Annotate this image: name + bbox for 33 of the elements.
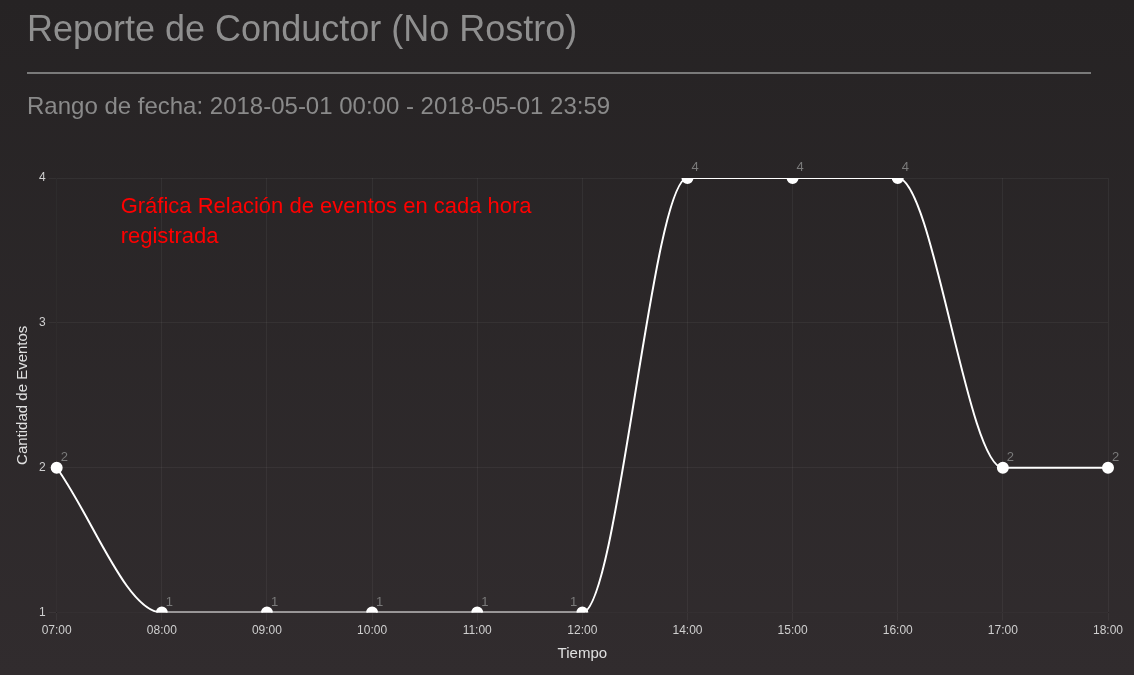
- x-tick-label: 08:00: [146, 623, 178, 638]
- y-tick-label: 1: [38, 604, 46, 619]
- x-tick-label: 12:00: [567, 623, 598, 638]
- point: [1102, 461, 1114, 474]
- x-tick-label: 14:00: [672, 623, 703, 638]
- data-label: 2: [1112, 448, 1120, 464]
- x-tick-label: 18:00: [1092, 623, 1124, 638]
- x-tick-label: 16:00: [882, 623, 914, 638]
- y-axis-title: Cantidad de Eventos: [13, 325, 31, 465]
- data-label: 1: [376, 593, 384, 609]
- data-label: 2: [60, 448, 68, 464]
- data-label: 1: [570, 593, 578, 609]
- data-label: 1: [165, 593, 174, 609]
- data-label: 2: [1006, 448, 1015, 464]
- x-tick-label: 10:00: [357, 623, 388, 638]
- x-tick-label: 15:00: [777, 623, 808, 638]
- y-tick-label: 4: [38, 170, 46, 185]
- data-label: 4: [796, 159, 804, 175]
- data-label: 1: [481, 593, 489, 609]
- data-label: 4: [691, 159, 699, 175]
- x-tick-label: 07:00: [41, 623, 73, 638]
- point: [996, 461, 1009, 474]
- x-axis-title: Tiempo: [557, 644, 608, 662]
- x-tick-label: 11:00: [462, 623, 493, 638]
- y-tick-label: 2: [38, 460, 46, 475]
- annotation: Gráfica Relación de eventos en cada hora registrada: [120, 193, 533, 249]
- data-label: 1: [270, 593, 279, 609]
- x-tick-label: 09:00: [251, 623, 283, 638]
- data-label: 4: [901, 159, 909, 175]
- x-tick-label: 17:00: [987, 623, 1019, 638]
- chart-title: Reporte de Conductor (No Rostro): [27, 8, 578, 50]
- chart-subtitle: Rango de fecha: 2018-05-01 00:00 - 2018-05-01 23:59: [27, 92, 611, 120]
- y-tick-label: 3: [38, 315, 46, 330]
